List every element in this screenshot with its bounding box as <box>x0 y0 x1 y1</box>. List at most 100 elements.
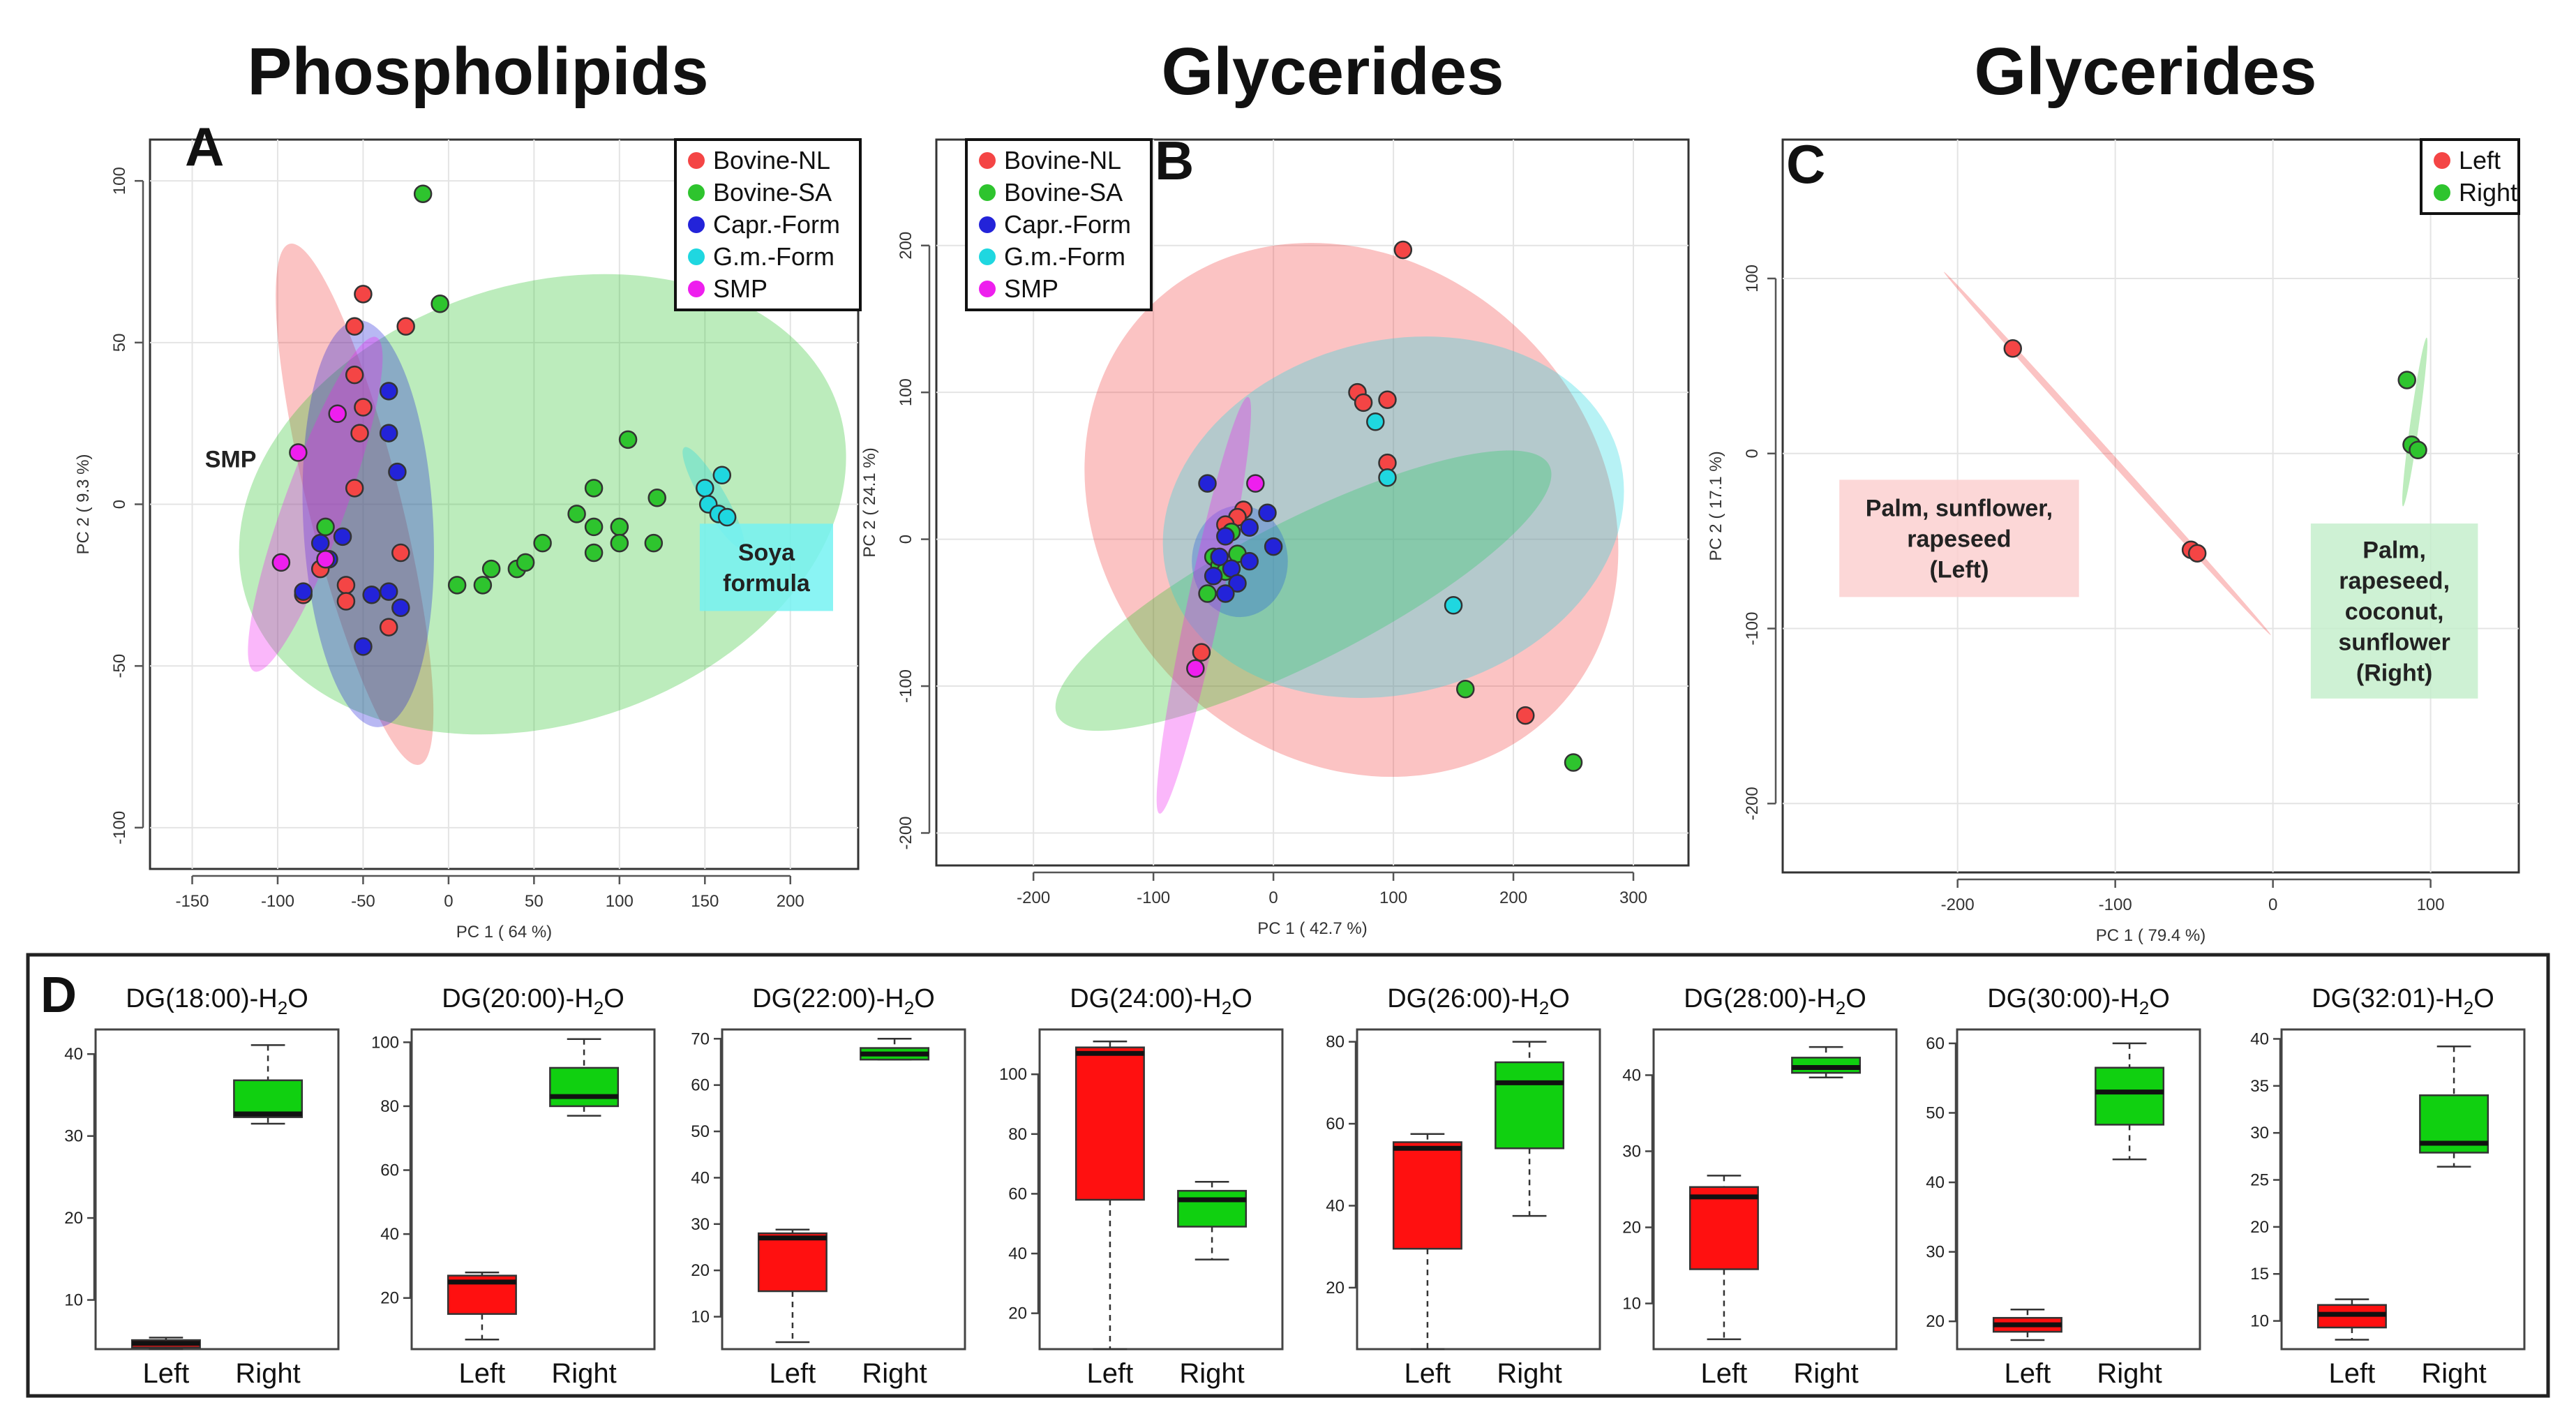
panel-a-point-capr-form <box>379 382 398 401</box>
panel-b-x-axis-label: PC 1 ( 42.7 %) <box>1257 919 1367 938</box>
panel-c-annotation-box-0 <box>1839 479 2079 597</box>
box-plot-6: DG(28:00)-H2O 10 20 30 40 Left Right <box>1622 984 1898 1389</box>
panel-a-ellipse-smp <box>248 336 383 672</box>
panel-c-annotation-text: Palm, sunflower, <box>1866 495 2053 521</box>
box-plot-1-category-label-right: Right <box>235 1358 300 1389</box>
panel-a-point-bovine-nl <box>350 424 369 442</box>
panel-b-x-tick-label: 200 <box>1499 888 1527 907</box>
box-plot-8-y-tick-label: 40 <box>2250 1029 2269 1048</box>
panel-a-point-bovine-sa <box>610 517 629 537</box>
panel-a-point-capr-form <box>379 582 398 601</box>
box-plot-2-y-tick-label: 20 <box>380 1289 399 1308</box>
box-plot-4-title-tail: O <box>1231 984 1252 1013</box>
panel-c-legend-marker-right <box>2434 184 2450 201</box>
panel-a-legend-label-g-m-form: G.m.-Form <box>713 242 834 271</box>
box-plot-5-y-tick-label: 60 <box>1326 1115 1345 1133</box>
panel-a-annotation-box-1 <box>699 523 833 611</box>
panel-c-legend-label-right: Right <box>2459 178 2517 207</box>
box-plot-3-box-left <box>757 1228 828 1344</box>
panel-a-legend-label-bovine-nl: Bovine-NL <box>713 146 830 174</box>
box-plot-1: DG(18:00)-H2O 10 20 30 40 Left Right <box>64 984 340 1389</box>
box-plot-8: DG(32:01)-H2O 10 15 20 25 30 35 40 Left Right <box>2250 984 2526 1389</box>
panel-b-point-g-m-form <box>1378 468 1397 487</box>
box-plot-8-title: DG(32:01)-H2O <box>2312 984 2494 1018</box>
panel-a-point-capr-form <box>388 462 407 482</box>
box-plot-3-title-subscript: 2 <box>904 997 914 1018</box>
panel-c-legend-marker-left <box>2434 152 2450 169</box>
panel-b-y-tick-label: -200 <box>897 816 915 849</box>
box-plot-6-category-label-right: Right <box>1793 1358 1858 1389</box>
panel-a-point-bovine-sa <box>447 576 467 595</box>
box-plot-2-iqr-box <box>549 1066 620 1108</box>
box-plot-8-category-label-right: Right <box>2421 1358 2486 1389</box>
panel-b-legend-label-g-m-form: G.m.-Form <box>1004 242 1125 271</box>
panel-a-x-tick-label: -150 <box>175 892 209 911</box>
box-plot-1-category-label-left: Left <box>143 1358 190 1389</box>
box-plot-3-y-tick-label: 10 <box>691 1308 710 1327</box>
box-plot-7-title-tail: O <box>2149 984 2170 1013</box>
box-plot-4-title: DG(24:00)-H2O <box>1070 984 1252 1018</box>
panel-a-point-bovine-sa <box>618 430 638 449</box>
panel-a: Phospholipids SMP Soya formula -150 -100 -50 0 5… <box>74 34 862 942</box>
panel-a-point-smp <box>316 550 335 569</box>
panel-b-y-tick-label: -100 <box>897 669 915 703</box>
box-plot-1-title-main: DG(18:00)-H <box>126 984 278 1013</box>
panel-b-point-g-m-form <box>1366 412 1385 431</box>
panel-c-y-axis-label: PC 2 ( 17.1 %) <box>1707 451 1725 560</box>
panel-a-point-bovine-nl <box>379 618 398 637</box>
panel-c-legend-box <box>2420 138 2520 215</box>
panel-c-annotation-text: (Left) <box>1929 556 1989 583</box>
panel-b-legend-marker-g-m-form <box>979 248 996 265</box>
panel-a-point-bovine-sa <box>481 559 501 579</box>
box-plot-7-title-main: DG(30:00)-H <box>1987 984 2139 1013</box>
panel-c: Glycerides Palm, sunflower, rapeseed (Left)… <box>1707 34 2520 945</box>
box-plot-8-box-left <box>2316 1298 2387 1341</box>
panel-b-legend-label-bovine-sa: Bovine-SA <box>1004 178 1123 207</box>
panel-a-point-bovine-sa <box>647 488 666 507</box>
box-plot-1-box-left <box>130 1337 201 1351</box>
panel-b-point-bovine-nl <box>1515 706 1535 725</box>
box-plot-6-iqr-box <box>1688 1186 1759 1270</box>
box-plot-2-box-left <box>447 1271 517 1341</box>
box-plot-1-title: DG(18:00)-H2O <box>126 984 308 1018</box>
box-plot-3-y-tick-label: 60 <box>691 1076 710 1095</box>
box-plot-3-y-tick-label: 30 <box>691 1215 710 1234</box>
panel-a-letter: A <box>185 116 224 177</box>
box-plot-1-y-tick-label: 30 <box>64 1127 83 1146</box>
box-plot-4-box-left <box>1074 1040 1145 1351</box>
panel-b-point-capr-form <box>1240 518 1259 537</box>
box-plot-6-y-tick-label: 10 <box>1622 1295 1641 1314</box>
panel-b-legend-marker-capr-form <box>979 216 996 233</box>
box-plot-4: DG(24:00)-H2O 20 40 60 80 100 Left Right <box>999 984 1284 1389</box>
panel-a-annotation-text: SMP <box>205 447 257 473</box>
panel-a-x-axis-label: PC 1 ( 64 %) <box>456 923 552 942</box>
panel-b-plot-area <box>936 140 1688 865</box>
panel-c-y-tick-label: -200 <box>1743 787 1762 820</box>
panel-b-x-tick-label: -200 <box>1017 888 1050 907</box>
panel-d-letter: D <box>40 967 77 1023</box>
box-plot-3-box-right <box>860 1038 930 1061</box>
box-plot-7-y-tick-label: 20 <box>1926 1312 1945 1331</box>
box-plot-7-category-label-right: Right <box>2097 1358 2162 1389</box>
panel-a-legend-label-bovine-sa: Bovine-SA <box>713 178 832 207</box>
box-plot-7: DG(30:00)-H2O 20 30 40 50 60 Left Right <box>1926 984 2201 1389</box>
panel-c-point-left <box>2003 339 2023 358</box>
panel-b-point-capr-form <box>1216 584 1235 603</box>
panel-a-x-tick-label: 200 <box>777 892 804 911</box>
box-plot-7-title: DG(30:00)-H2O <box>1987 984 2170 1018</box>
panel-b-x-tick-label: 300 <box>1619 888 1647 907</box>
box-plot-8-box-right <box>2419 1045 2489 1168</box>
box-plot-1-frame <box>94 1028 340 1351</box>
box-plot-4-iqr-box <box>1074 1046 1145 1201</box>
box-plot-6-y-tick-label: 40 <box>1622 1066 1641 1085</box>
panel-a-point-capr-form <box>354 637 373 656</box>
panel-a-point-g-m-form <box>712 466 732 485</box>
panel-b-point-bovine-nl <box>1192 643 1211 662</box>
panel-a-point-smp <box>289 443 308 462</box>
panel-b-point-bovine-sa <box>1564 753 1583 772</box>
panel-c-annotation-text: coconut, <box>2345 598 2444 625</box>
panel-b-y-tick-label: 0 <box>897 535 915 544</box>
box-plot-6-y-tick-label: 30 <box>1622 1142 1641 1161</box>
box-plot-5-category-label-left: Left <box>1405 1358 1451 1389</box>
